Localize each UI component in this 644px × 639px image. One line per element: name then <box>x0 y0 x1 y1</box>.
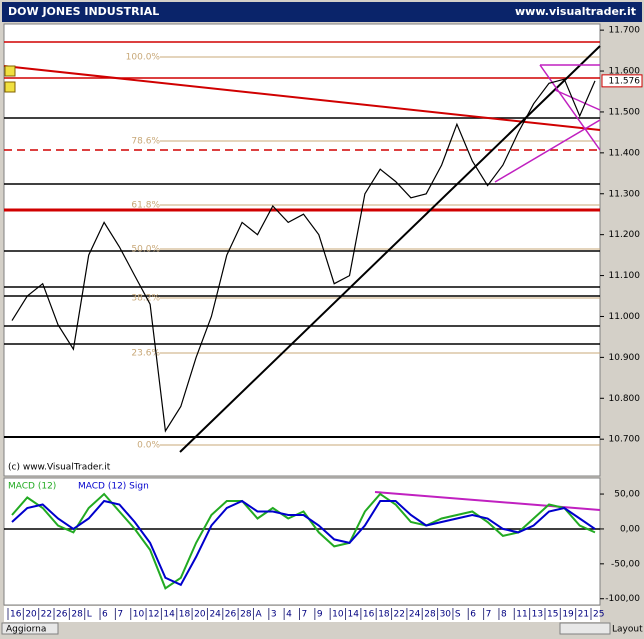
channel-line <box>494 119 601 183</box>
x-tick-label: 15 <box>547 610 558 620</box>
x-tick-label: 6 <box>102 610 108 620</box>
legend-entry: MACD (12) <box>8 482 56 492</box>
fib-label: 0.0% <box>137 441 160 451</box>
y-tick-label: -50,00 <box>611 559 640 569</box>
x-tick-label: 24 <box>209 610 221 620</box>
x-tick-label: 24 <box>409 610 421 620</box>
x-tick-label: 20 <box>25 610 37 620</box>
x-tick-label: 28 <box>240 610 252 620</box>
fib-label: 78.6% <box>131 137 160 147</box>
x-tick-label: 11 <box>516 610 527 620</box>
y-tick-label: 11.300 <box>609 189 641 199</box>
fib-label: 61.8% <box>131 201 160 211</box>
fib-label: 100.0% <box>126 53 161 63</box>
x-tick-label: 25 <box>593 610 604 620</box>
last-value-label: 11.576 <box>609 76 641 86</box>
price-panel <box>3 23 601 477</box>
x-tick-label: 10 <box>332 610 344 620</box>
fib-label: 38.2% <box>131 294 160 304</box>
trend-line <box>179 45 601 453</box>
data-line <box>11 499 596 587</box>
y-tick-label: -100,00 <box>605 594 640 604</box>
x-tick-label: 4 <box>286 610 292 620</box>
y-tick-label: 11.500 <box>609 107 641 117</box>
trend-line <box>3 65 601 131</box>
chart-title: DOW JONES INDUSTRIAL <box>8 5 159 18</box>
y-tick-label: 10.800 <box>609 394 641 404</box>
y-tick-label: 11.600 <box>609 67 641 77</box>
y-tick-label: 11.100 <box>609 271 641 281</box>
x-tick-label: 28 <box>424 610 436 620</box>
refresh-button[interactable] <box>1 622 59 635</box>
x-tick-label: 3 <box>271 610 277 620</box>
x-tick-label: 7 <box>117 610 123 620</box>
x-tick-label: 7 <box>486 610 492 620</box>
y-tick-label: 11.400 <box>609 148 641 158</box>
x-tick-label: 22 <box>394 610 405 620</box>
channel-line <box>539 64 601 151</box>
x-tick-label: 14 <box>348 610 360 620</box>
x-tick-label: 14 <box>163 610 175 620</box>
last-value-box <box>601 74 643 88</box>
layout-label[interactable]: Layout <box>612 625 643 635</box>
x-tick-label: 13 <box>532 610 543 620</box>
y-tick-label: 11.200 <box>609 230 641 240</box>
fib-label: 50.0% <box>131 245 160 255</box>
x-tick-label: 10 <box>133 610 145 620</box>
refresh-label[interactable]: Aggiorna <box>6 625 46 635</box>
x-tick-label: 12 <box>148 610 159 620</box>
x-tick-label: 30 <box>440 610 452 620</box>
x-tick-label: 28 <box>71 610 83 620</box>
y-tick-label: 10.700 <box>609 435 641 445</box>
title-bar <box>2 2 642 22</box>
x-tick-label: 8 <box>501 610 507 620</box>
y-tick-label: 11.000 <box>609 312 641 322</box>
y-tick-label: 0,00 <box>620 524 640 534</box>
fib-label: 23.6% <box>131 349 160 359</box>
date-axis <box>4 606 600 622</box>
x-tick-label: 16 <box>363 610 375 620</box>
legend-entry: MACD (12) Sign <box>78 482 149 492</box>
data-line <box>11 78 596 433</box>
x-tick-label: A <box>255 610 262 620</box>
x-tick-label: 26 <box>225 610 237 620</box>
toolbar <box>0 622 644 635</box>
site: www.visualtrader.it <box>515 5 636 18</box>
x-tick-label: 16 <box>10 610 22 620</box>
x-tick-label: 6 <box>470 610 476 620</box>
x-tick-label: S <box>455 610 461 620</box>
y-tick-label: 10.900 <box>609 353 641 363</box>
x-tick-label: 18 <box>179 610 191 620</box>
x-tick-label: 19 <box>562 610 574 620</box>
macd-panel <box>3 477 601 606</box>
drawings <box>3 41 601 511</box>
x-tick-label: 20 <box>194 610 206 620</box>
x-tick-label: 18 <box>378 610 390 620</box>
y-tick-label: 50,00 <box>614 490 640 500</box>
x-tick-label: 26 <box>56 610 68 620</box>
x-tick-label: 22 <box>41 610 52 620</box>
x-tick-label: 9 <box>317 610 323 620</box>
alarm-icons <box>4 65 16 93</box>
x-tick-label: L <box>87 610 92 620</box>
data-line <box>11 492 596 590</box>
channel-line <box>554 89 601 111</box>
x-tick-label: 7 <box>302 610 308 620</box>
y-tick-label: 11.700 <box>609 26 641 36</box>
zoom-buttons[interactable] <box>559 622 611 635</box>
x-tick-label: 21 <box>578 610 589 620</box>
copyright: (c) www.VisualTrader.it <box>8 463 111 473</box>
